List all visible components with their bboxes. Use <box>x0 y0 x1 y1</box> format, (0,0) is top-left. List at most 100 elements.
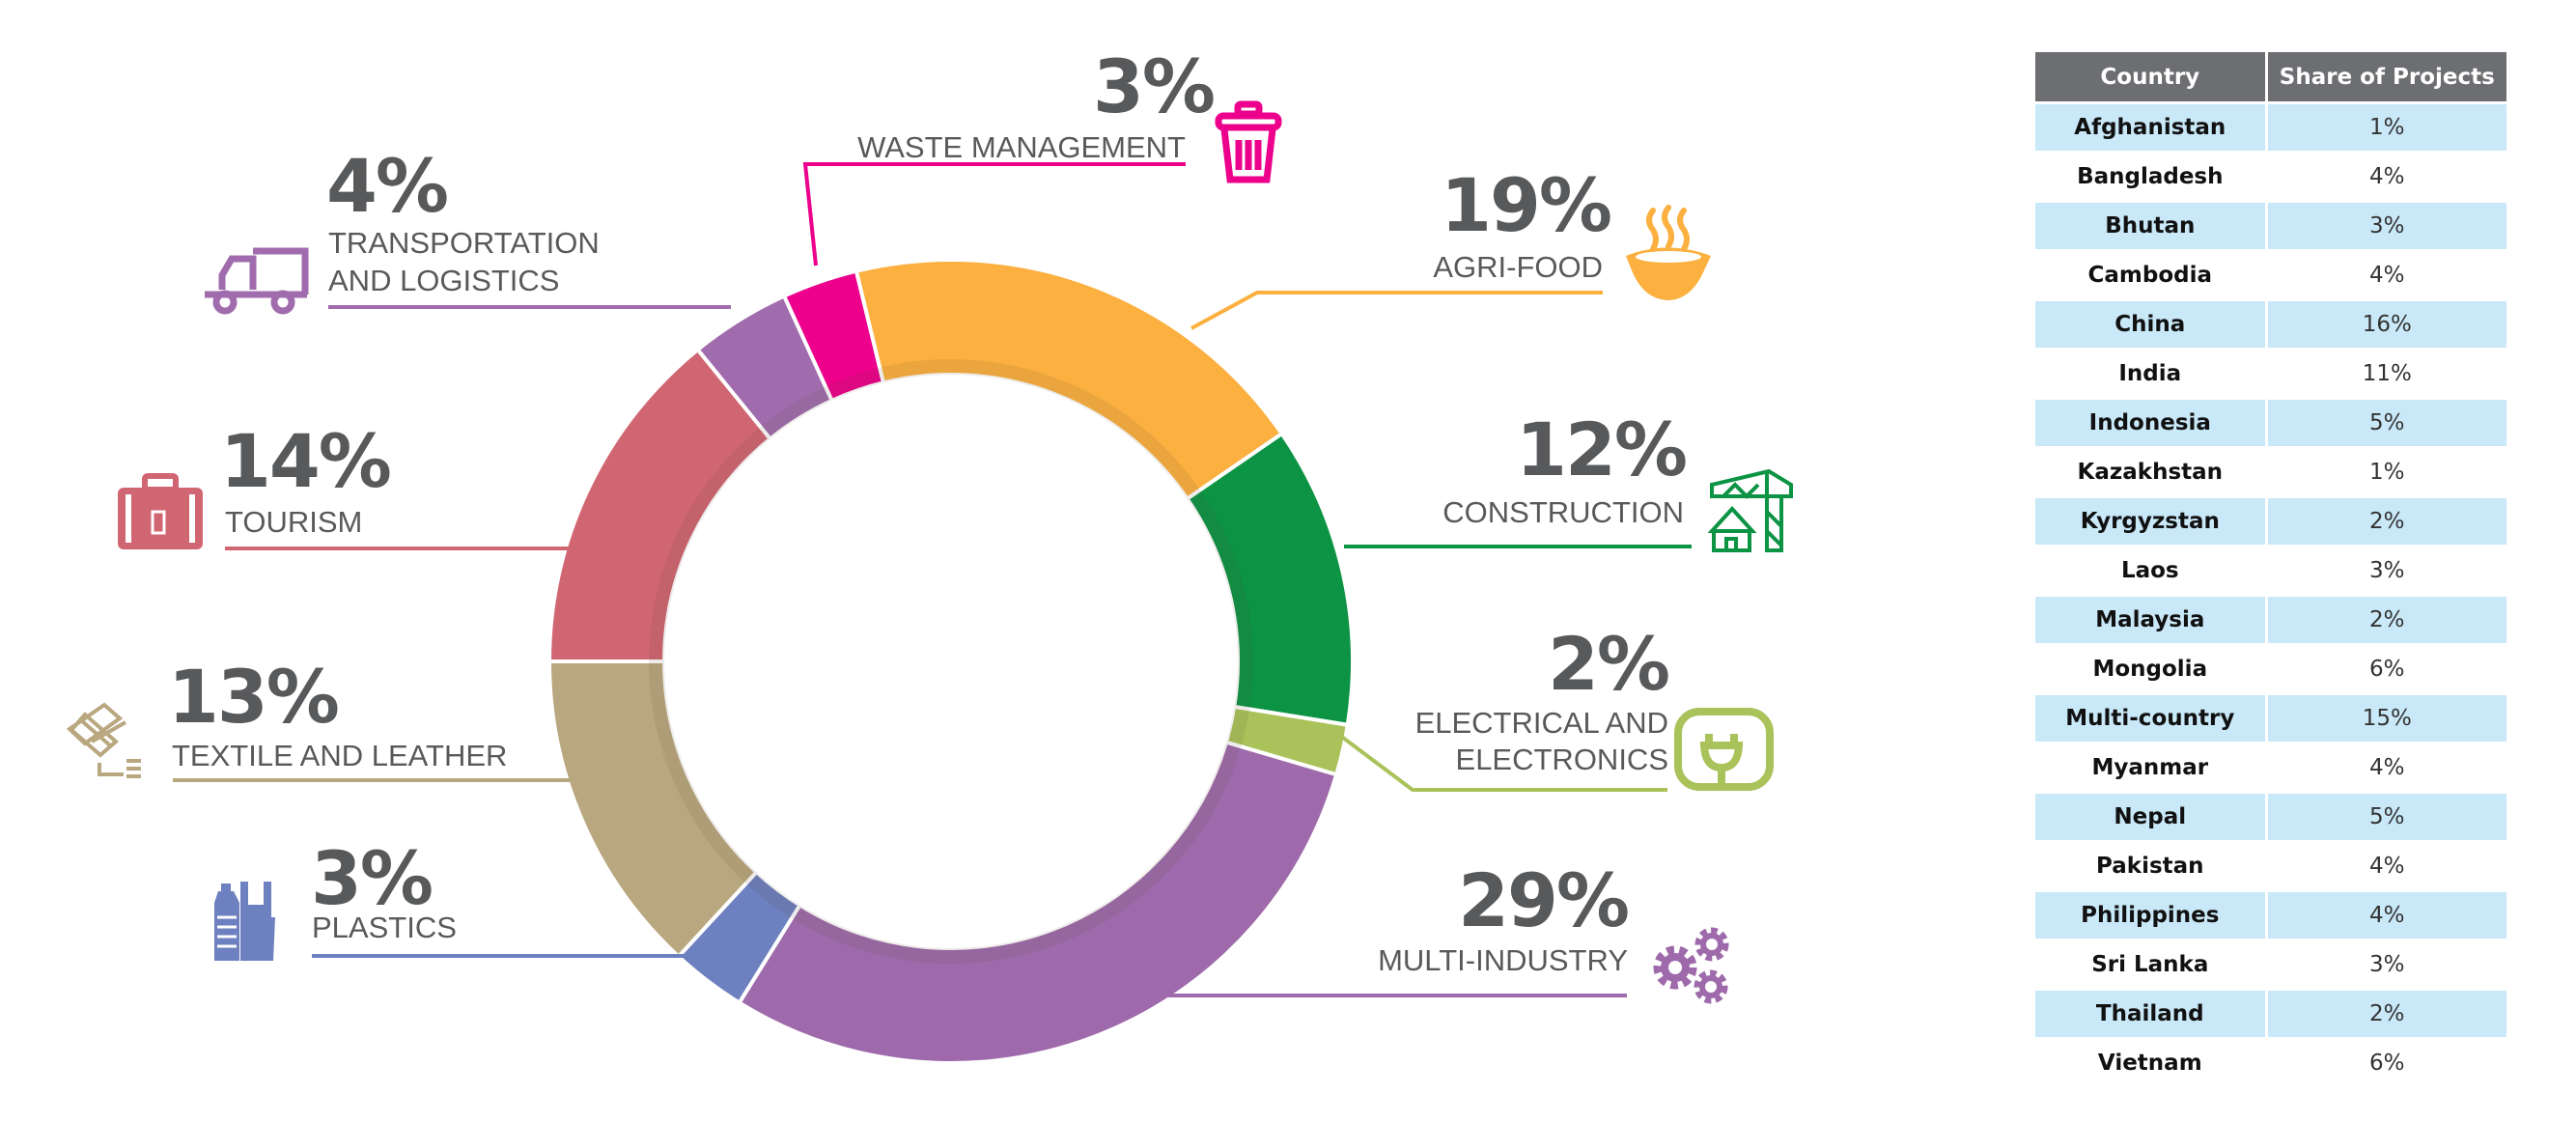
table-row: Indonesia 5% <box>2032 397 2510 449</box>
leader-line-waste <box>802 162 1186 266</box>
cell-country: Cambodia <box>2032 249 2268 301</box>
label-multi-industry: MULTI-INDUSTRY <box>1378 943 1628 977</box>
suitcase-icon <box>118 473 203 549</box>
cell-country: Vietnam <box>2032 1037 2268 1089</box>
label-tourism: TOURISM <box>225 505 363 539</box>
inner-shadow-ring <box>649 359 1253 964</box>
cell-share: 16% <box>2264 298 2510 351</box>
country-share-table: Country Share of Projects Afghanistan 1% B… <box>2032 49 2510 1089</box>
table-row: Sri Lanka 3% <box>2032 939 2510 991</box>
donut-segment-textile-and-leather <box>546 659 760 960</box>
cell-country: Sri Lanka <box>2032 939 2268 991</box>
label-transport-line1: TRANSPORTATION <box>328 226 600 260</box>
label-electrical-line1: ELECTRICAL AND <box>1414 706 1668 740</box>
leader-line-agri-food <box>1190 291 1603 330</box>
plastic-bottle-icon <box>214 882 275 961</box>
crane-house-icon <box>1707 468 1793 552</box>
cell-share: 11% <box>2264 348 2510 400</box>
table-row: Vietnam 6% <box>2032 1037 2510 1089</box>
cell-share: 4% <box>2264 742 2510 794</box>
donut-segments <box>546 258 1355 1065</box>
cell-country: Myanmar <box>2032 742 2268 794</box>
leader-line-electrical <box>1337 733 1667 792</box>
weave-icon <box>66 702 141 778</box>
table-row: Laos 3% <box>2032 545 2510 597</box>
table-row: Philippines 4% <box>2032 889 2510 941</box>
truck-icon <box>205 247 309 315</box>
cell-share: 3% <box>2264 939 2510 991</box>
cell-share: 3% <box>2264 200 2510 252</box>
cell-country: Pakistan <box>2032 840 2268 892</box>
table-row: Myanmar 4% <box>2032 742 2510 794</box>
value-multi-industry: 29% <box>1458 857 1630 943</box>
cell-share: 2% <box>2264 495 2510 547</box>
cell-country: Afghanistan <box>2032 101 2268 154</box>
label-textile: TEXTILE AND LEATHER <box>172 739 508 772</box>
cell-country: India <box>2032 348 2268 400</box>
table-row: Afghanistan 1% <box>2032 101 2510 154</box>
cell-country: Multi-country <box>2032 692 2268 744</box>
gears-icon <box>1653 927 1729 1004</box>
cell-share: 4% <box>2264 249 2510 301</box>
value-agri-food: 19% <box>1441 162 1612 248</box>
table-row: Kyrgyzstan 2% <box>2032 495 2510 547</box>
trash-bin-icon <box>1215 100 1282 183</box>
cell-share: 4% <box>2264 151 2510 203</box>
cell-country: Thailand <box>2032 988 2268 1040</box>
table-row: Bangladesh 4% <box>2032 151 2510 203</box>
label-electrical-line2: ELECTRONICS <box>1455 743 1668 776</box>
cell-share: 4% <box>2264 840 2510 892</box>
value-construction: 12% <box>1516 407 1688 492</box>
cell-country: Kazakhstan <box>2032 446 2268 498</box>
header-share: Share of Projects <box>2264 49 2510 104</box>
cell-country: Malaysia <box>2032 594 2268 646</box>
cell-country: Laos <box>2032 545 2268 597</box>
table-row: Cambodia 4% <box>2032 249 2510 301</box>
plug-icon <box>1674 708 1774 791</box>
cell-share: 2% <box>2264 594 2510 646</box>
label-construction: CONSTRUCTION <box>1442 495 1684 529</box>
cell-share: 4% <box>2264 889 2510 941</box>
header-country: Country <box>2032 49 2268 104</box>
table-row: Mongolia 6% <box>2032 643 2510 695</box>
value-textile: 13% <box>168 654 340 740</box>
donut-segment-multi-industry <box>736 740 1339 1065</box>
label-plastics: PLASTICS <box>312 911 457 944</box>
cell-country: Nepal <box>2032 791 2268 843</box>
label-agri-food: AGRI-FOOD <box>1433 250 1603 284</box>
value-transport: 4% <box>326 143 449 229</box>
cell-country: Kyrgyzstan <box>2032 495 2268 547</box>
cell-share: 15% <box>2264 692 2510 744</box>
table-row: Thailand 2% <box>2032 988 2510 1040</box>
cell-share: 5% <box>2264 791 2510 843</box>
cell-share: 3% <box>2264 545 2510 597</box>
steaming-bowl-icon <box>1626 205 1711 300</box>
cell-share: 6% <box>2264 643 2510 695</box>
cell-share: 5% <box>2264 397 2510 449</box>
cell-country: Bangladesh <box>2032 151 2268 203</box>
table-row: India 11% <box>2032 348 2510 400</box>
cell-country: Bhutan <box>2032 200 2268 252</box>
label-transport-line2: AND LOGISTICS <box>328 264 560 297</box>
value-waste-management: 3% <box>1093 43 1216 129</box>
cell-share: 6% <box>2264 1037 2510 1089</box>
table-row: Pakistan 4% <box>2032 840 2510 892</box>
cell-share: 2% <box>2264 988 2510 1040</box>
table-row: Multi-country 15% <box>2032 692 2510 744</box>
table-row: Nepal 5% <box>2032 791 2510 843</box>
cell-country: Indonesia <box>2032 397 2268 449</box>
cell-country: Philippines <box>2032 889 2268 941</box>
value-electrical: 2% <box>1547 621 1670 707</box>
cell-country: Mongolia <box>2032 643 2268 695</box>
table-row: China 16% <box>2032 298 2510 351</box>
value-plastics: 3% <box>311 835 434 921</box>
table-row: Bhutan 3% <box>2032 200 2510 252</box>
cell-share: 1% <box>2264 101 2510 154</box>
cell-share: 1% <box>2264 446 2510 498</box>
cell-country: China <box>2032 298 2268 351</box>
table-row: Kazakhstan 1% <box>2032 446 2510 498</box>
value-tourism: 14% <box>220 418 392 504</box>
donut-segment-agri-food <box>854 258 1285 502</box>
table-row: Malaysia 2% <box>2032 594 2510 646</box>
